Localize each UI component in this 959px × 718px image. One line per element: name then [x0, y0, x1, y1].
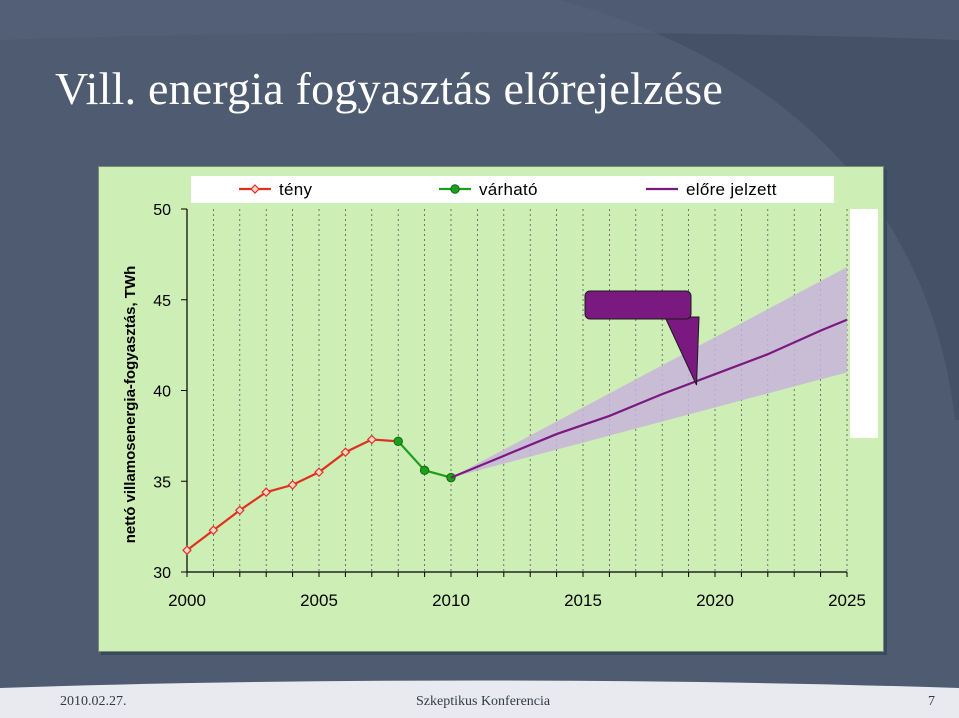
y-axis-title: nettó villamosenergia-fogyasztás, TWh	[122, 266, 139, 544]
data-point	[234, 505, 245, 516]
y-tick-label: 30	[153, 565, 171, 582]
y-tick-label: 35	[153, 474, 171, 491]
legend-marker	[450, 184, 460, 194]
slide-title: Vill. energia fogyasztás előrejelzése	[55, 63, 723, 114]
data-point	[287, 480, 298, 490]
x-tick-label: 2010	[432, 591, 470, 610]
y-tick-label: 50	[153, 202, 171, 219]
data-point	[208, 525, 219, 536]
legend-label: előre jelzett	[686, 180, 777, 199]
y-tick-label: 45	[153, 293, 171, 310]
data-point	[340, 447, 351, 458]
legend-label: tény	[279, 180, 313, 199]
footer-title: Szkeptikus Konferencia	[416, 694, 551, 709]
data-point	[366, 434, 377, 445]
uncertainty-band	[451, 267, 847, 478]
legend-marker	[250, 184, 260, 194]
data-point	[314, 467, 324, 478]
series-line-2	[450, 318, 848, 479]
x-tick-label: 2025	[828, 591, 866, 610]
data-point	[261, 487, 272, 497]
legend-box	[191, 176, 834, 203]
y-tick-label: 40	[153, 384, 171, 401]
chart-panel: 2000 2005 2010 2015 2020 2025 30 35 40 45 50 nettó …	[98, 166, 884, 652]
x-tick-label: 2005	[300, 591, 338, 610]
chart: 2000 2005 2010 2015 2020 2025 30 35 40 45 50 nettó …	[122, 176, 878, 610]
callout-box	[584, 290, 692, 320]
page-number: 7	[928, 694, 935, 709]
x-tick-label: 2020	[696, 591, 734, 610]
data-point	[182, 545, 192, 556]
legend-label: várható	[479, 180, 538, 199]
data-point	[393, 436, 403, 447]
x-tick-label: 2000	[168, 591, 206, 610]
footer-date: 2010.02.27.	[60, 694, 127, 709]
right-panel	[850, 209, 878, 438]
x-tick-label: 2015	[564, 591, 602, 610]
data-point	[419, 465, 430, 476]
